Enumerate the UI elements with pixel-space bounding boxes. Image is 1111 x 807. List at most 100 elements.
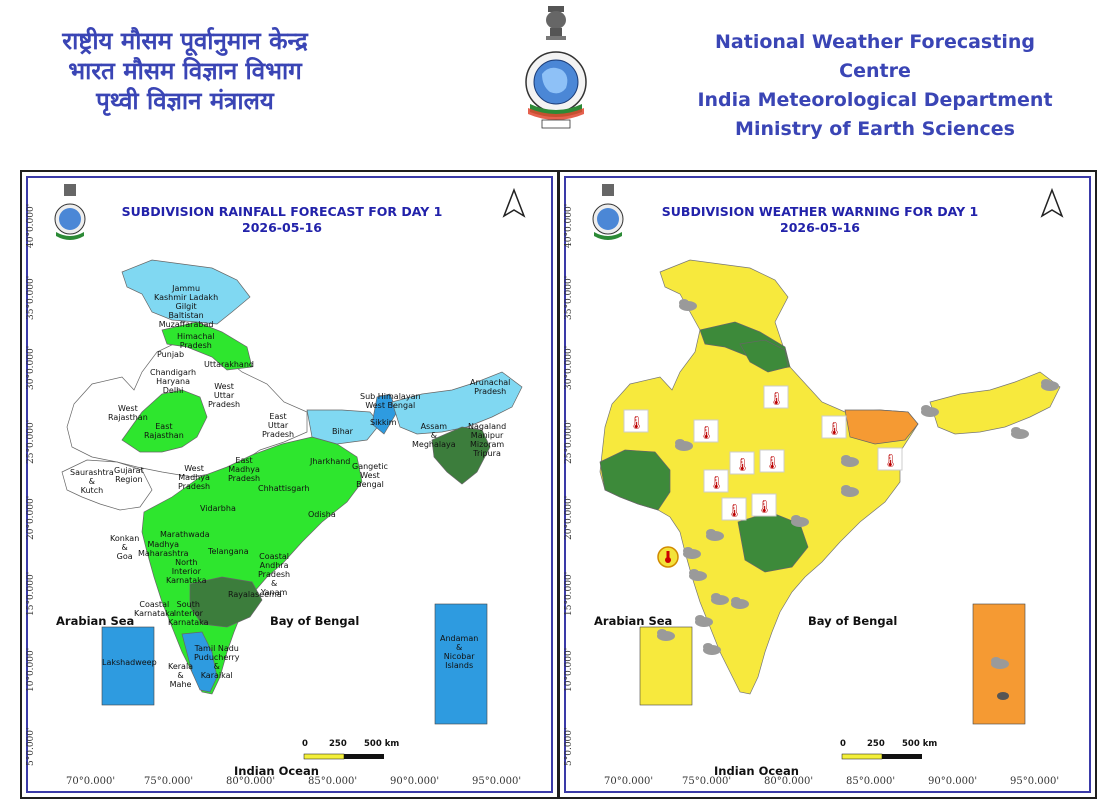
lat-label: 25°0.000' xyxy=(564,419,574,464)
thunderstorm-rain-icon xyxy=(731,597,749,609)
thunderstorm-rain-icon xyxy=(695,615,713,627)
region-northeast xyxy=(391,371,523,435)
lat-label: 30°0.000' xyxy=(564,345,574,390)
label-nik: North Interior Karnataka xyxy=(166,558,207,585)
svg-text:🌡: 🌡 xyxy=(698,425,715,441)
label-lakshadweep: Lakshadweep xyxy=(102,658,157,667)
label-west-mp: West Madhya Pradesh xyxy=(178,464,211,491)
lon-label: 80°0.000' xyxy=(226,776,276,787)
indian-ocean-label: Indian Ocean xyxy=(714,764,799,778)
rainfall-map xyxy=(54,184,526,760)
lat-label: 25°0.000' xyxy=(26,419,36,464)
lon-label: 90°0.000' xyxy=(928,776,978,787)
label-chhattisgarh: Chhattisgarh xyxy=(258,484,310,493)
region-bihar-warn xyxy=(844,409,919,445)
label-east-mp: East Madhya Pradesh xyxy=(228,456,261,483)
rainfall-forecast-panel: SUBDIVISION RAINFALL FORECAST FOR DAY 1 … xyxy=(20,170,559,799)
lat-label: 35°0.000' xyxy=(564,275,574,320)
region-sikkim xyxy=(371,393,398,435)
label-chd-haryana-delhi: Chandigarh Haryana Delhi xyxy=(150,368,197,395)
label-west-rajasthan: West Rajasthan xyxy=(108,404,148,422)
region-jammu-kashmir xyxy=(121,259,251,325)
label-sik: South Interior Karnataka xyxy=(168,600,209,627)
imd-emblem-icon xyxy=(592,184,624,240)
svg-text:🌡: 🌡 xyxy=(882,453,899,469)
region-northeast-warn xyxy=(929,371,1061,435)
svg-text:🌡: 🌡 xyxy=(756,499,773,515)
weather-warning-panel: 🌡 🌡 🌡 🌡 🌡 🌡 🌡 🌡 🌡 🌡 xyxy=(558,170,1097,799)
svg-text:🌡: 🌡 xyxy=(764,455,781,471)
lat-label: 15°0.000' xyxy=(564,571,574,616)
scale-zero: 0 xyxy=(840,739,846,749)
lon-label: 75°0.000' xyxy=(682,776,732,787)
label-punjab: Punjab xyxy=(157,350,185,359)
label-marathwada: Marathwada xyxy=(160,530,210,539)
english-line-3: Ministry of Earth Sciences xyxy=(735,118,1015,140)
svg-text:🌡: 🌡 xyxy=(826,421,843,437)
thunderstorm-rain-icon xyxy=(703,643,721,655)
lon-label: 85°0.000' xyxy=(846,776,896,787)
region-rayalaseema xyxy=(189,576,263,628)
scale-bar xyxy=(303,753,384,760)
label-assam-meghalaya: Assam & Meghalaya xyxy=(412,422,456,449)
lat-label: 40°0.000' xyxy=(26,203,36,248)
region-mainland-yellow xyxy=(599,259,919,695)
lon-label: 90°0.000' xyxy=(390,776,440,787)
lat-label: 5°0.000' xyxy=(564,727,574,766)
label-himachal: Himachal Pradesh xyxy=(177,332,215,350)
label-odisha: Odisha xyxy=(308,510,336,519)
region-himachal-uttarakhand xyxy=(161,321,253,371)
lat-label: 10°0.000' xyxy=(564,647,574,692)
thunderstorm-rain-icon xyxy=(1041,379,1059,391)
heatwave-thermometer-icon: 🌡 xyxy=(759,449,785,473)
bay-of-bengal-label: Bay of Bengal xyxy=(808,614,898,628)
hindi-line-1: राष्ट्रीय मौसम पूर्वानुमान केन्द्र xyxy=(62,27,308,55)
rainfall-map-frame xyxy=(26,176,553,793)
thunderstorm-rain-icon xyxy=(657,629,675,641)
label-gujarat: Gujarat Region xyxy=(114,466,144,484)
label-vidarbha: Vidarbha xyxy=(200,504,236,513)
warning-title: SUBDIVISION WEATHER WARNING FOR DAY 1 20… xyxy=(630,204,1010,236)
warning-date: 2026-05-16 xyxy=(780,220,860,235)
lat-label: 35°0.000' xyxy=(26,275,36,320)
lat-label: 15°0.000' xyxy=(26,571,36,616)
thunderstorm-rain-icon xyxy=(841,485,859,497)
page-header: राष्ट्रीय मौसम पूर्वानुमान केन्द्र भारत … xyxy=(0,0,1111,150)
label-sub-himalayan-wb: Sub Himalayan West Bengal xyxy=(360,392,421,410)
label-jharkhand: Jharkhand xyxy=(310,457,351,466)
thunderstorm-rain-icon xyxy=(711,593,729,605)
warning-title-text: SUBDIVISION WEATHER WARNING FOR DAY 1 xyxy=(661,204,979,219)
region-gujarat xyxy=(61,459,153,511)
warning-map: 🌡 🌡 🌡 🌡 🌡 🌡 🌡 🌡 🌡 🌡 xyxy=(592,184,1064,760)
heatwave-thermometer-icon: 🌡 xyxy=(729,451,755,475)
scale-end: 500 km xyxy=(902,739,938,749)
thunderstorm-rain-icon xyxy=(706,529,724,541)
indian-ocean-label: Indian Ocean xyxy=(234,764,319,778)
label-coastal-karnataka: Coastal Karnataka xyxy=(134,600,175,618)
region-kerala xyxy=(181,631,218,693)
bay-of-bengal-label: Bay of Bengal xyxy=(270,614,360,628)
thunderstorm-rain-icon xyxy=(921,405,939,417)
label-andaman: Andaman & Nicobar Islands xyxy=(440,634,479,670)
label-konkan-goa: Konkan & Goa xyxy=(110,534,140,561)
lon-label: 80°0.000' xyxy=(764,776,814,787)
lon-label: 75°0.000' xyxy=(144,776,194,787)
thunderstorm-rain-icon xyxy=(683,547,701,559)
label-east-rajasthan: East Rajasthan xyxy=(144,422,184,440)
svg-text:🌡: 🌡 xyxy=(734,457,751,473)
label-nagaland: Nagaland Manipur Mizoram Tripura xyxy=(468,422,507,458)
heatwave-thermometer-icon: 🌡 xyxy=(821,415,847,439)
north-arrow-icon xyxy=(1040,187,1064,218)
region-gujarat-warn xyxy=(599,449,671,511)
lat-label: 40°0.000' xyxy=(564,203,574,248)
heatwave-thermometer-icon: 🌡 xyxy=(877,447,903,471)
heatwave-thermometer-icon: 🌡 xyxy=(721,497,747,521)
label-rayalaseema: Rayalaseema xyxy=(228,590,282,599)
imd-emblem-icon xyxy=(54,184,86,240)
label-saurashtra: Saurashtra & Kutch xyxy=(70,468,114,495)
label-bihar: Bihar xyxy=(332,427,353,436)
label-madhya-maharashtra: Madhya Maharashtra xyxy=(138,540,189,558)
lon-label: 95°0.000' xyxy=(1010,776,1060,787)
ashoka-lion-icon xyxy=(546,6,566,40)
heatwave-thermometer-icon: 🌡 xyxy=(623,409,649,433)
